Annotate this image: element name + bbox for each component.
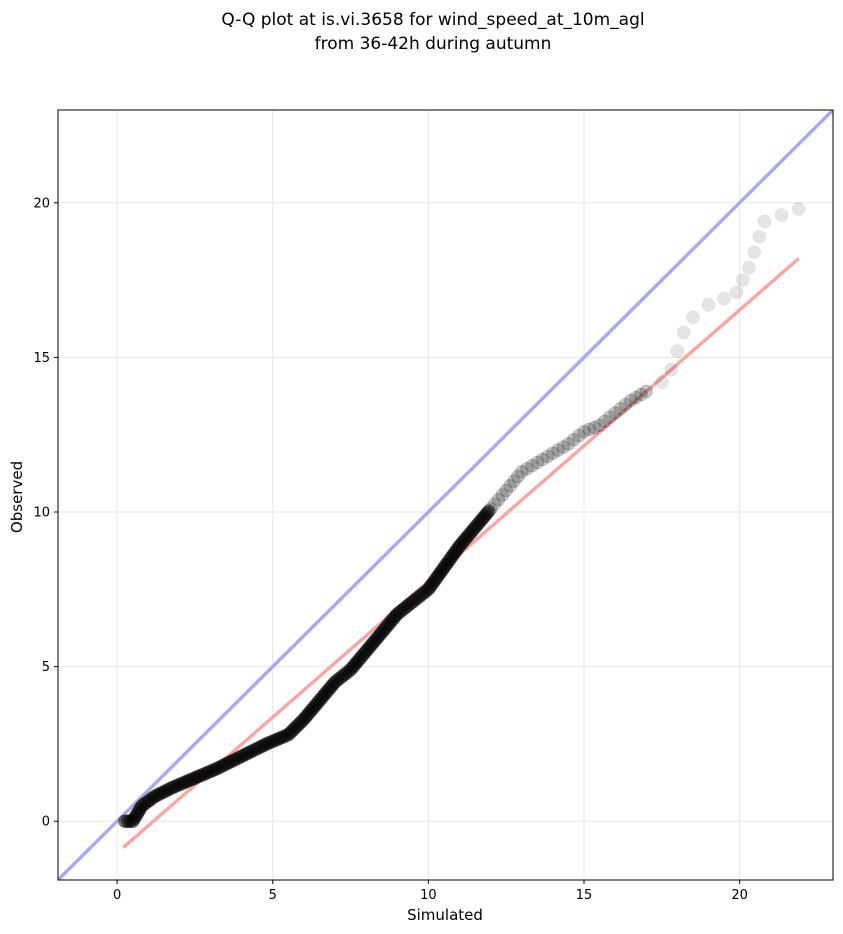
axis-ticks: 0 5 10 15 20 0 5 10 15 20 xyxy=(33,196,747,903)
qq-point xyxy=(676,325,691,340)
qq-point xyxy=(510,469,525,484)
qq-point xyxy=(551,443,565,458)
qq-point xyxy=(545,446,560,461)
qq-point xyxy=(686,310,700,325)
y-tick-label: 5 xyxy=(42,660,50,675)
qq-point xyxy=(729,285,744,300)
qq-point xyxy=(495,488,510,502)
x-tick-label: 15 xyxy=(576,888,593,903)
x-tick-label: 20 xyxy=(731,888,748,903)
qq-point xyxy=(566,432,581,447)
qq-point xyxy=(487,497,502,512)
x-tick-label: 0 xyxy=(113,888,121,903)
y-tick-label: 20 xyxy=(33,196,50,211)
qq-point xyxy=(717,291,731,306)
grid xyxy=(58,110,833,880)
qq-point xyxy=(514,464,529,479)
qq-point xyxy=(483,502,498,516)
qq-point xyxy=(735,273,750,287)
qq-point xyxy=(561,437,576,451)
y-axis-label: Observed xyxy=(8,461,26,533)
qq-point xyxy=(628,390,643,405)
qq-point xyxy=(525,458,540,473)
reference-lines xyxy=(58,110,833,880)
x-tick-label: 5 xyxy=(269,888,277,903)
qq-point xyxy=(664,362,679,377)
qq-point xyxy=(608,406,623,420)
qq-point xyxy=(582,422,597,437)
qq-point xyxy=(613,402,628,416)
qq-point xyxy=(535,452,550,467)
qq-point xyxy=(747,245,762,260)
qq-point xyxy=(556,440,571,454)
qq-point xyxy=(499,483,514,498)
chart-title: Q-Q plot at is.vi.3658 for wind_speed_at… xyxy=(221,10,644,30)
quantile-points xyxy=(118,202,806,829)
x-axis-label: Simulated xyxy=(407,906,483,924)
x-tick-label: 10 xyxy=(420,888,437,903)
qq-point xyxy=(597,414,612,429)
qq-point xyxy=(670,344,685,359)
plot-frame xyxy=(57,109,834,881)
y-tick-label: 0 xyxy=(42,815,50,830)
qq-point xyxy=(503,478,517,493)
qq-point xyxy=(507,474,521,488)
qq-point xyxy=(774,208,789,223)
qq-point xyxy=(634,387,648,402)
qq-point xyxy=(603,410,617,425)
qq-point xyxy=(701,297,716,312)
qq-point xyxy=(742,260,756,275)
qq-point xyxy=(752,229,767,244)
y-tick-label: 10 xyxy=(33,506,50,521)
y-tick-label: 15 xyxy=(33,351,50,366)
qq-point xyxy=(530,455,545,470)
qq-point xyxy=(639,384,654,399)
qq-point xyxy=(540,449,555,464)
qq-point xyxy=(587,420,602,435)
qq-point xyxy=(592,418,607,433)
identity-line xyxy=(58,110,833,880)
qq-point xyxy=(577,424,591,439)
qq-point xyxy=(757,214,772,229)
qq-point xyxy=(618,397,633,412)
chart-subtitle: from 36-42h during autumn xyxy=(315,34,552,54)
qq-point xyxy=(654,375,669,390)
qq-point xyxy=(520,461,534,476)
qq-point xyxy=(571,428,586,443)
qq-point xyxy=(623,393,638,408)
qq-point xyxy=(791,202,806,216)
qq-point xyxy=(481,504,496,519)
qq-point xyxy=(491,492,506,507)
